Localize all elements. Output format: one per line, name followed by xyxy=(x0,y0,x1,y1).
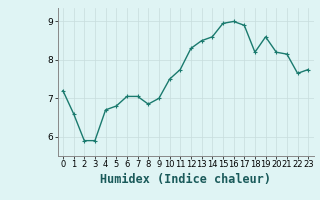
X-axis label: Humidex (Indice chaleur): Humidex (Indice chaleur) xyxy=(100,173,271,186)
